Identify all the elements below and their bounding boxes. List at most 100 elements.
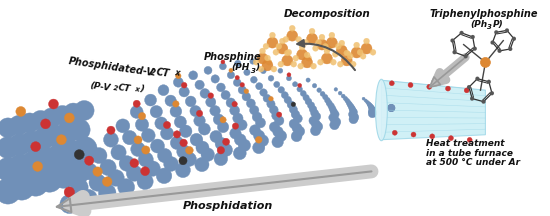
Circle shape — [250, 105, 259, 115]
Circle shape — [126, 165, 142, 181]
Circle shape — [230, 128, 241, 139]
Text: Phosphidation: Phosphidation — [183, 201, 273, 211]
Text: P): P) — [492, 20, 503, 29]
Circle shape — [388, 105, 394, 111]
Circle shape — [291, 61, 296, 67]
Circle shape — [133, 100, 140, 107]
Circle shape — [175, 73, 181, 79]
Circle shape — [229, 68, 233, 72]
Circle shape — [481, 57, 491, 67]
Circle shape — [98, 184, 116, 202]
Circle shape — [214, 152, 228, 166]
Text: 3: 3 — [487, 24, 492, 30]
Circle shape — [240, 83, 244, 87]
Circle shape — [23, 170, 48, 196]
Circle shape — [235, 76, 239, 80]
Circle shape — [210, 130, 222, 143]
Circle shape — [276, 43, 282, 49]
Circle shape — [254, 130, 265, 141]
Circle shape — [339, 40, 345, 46]
Circle shape — [446, 86, 450, 91]
Circle shape — [505, 29, 509, 32]
Circle shape — [170, 136, 184, 149]
Circle shape — [60, 140, 84, 164]
Circle shape — [204, 66, 212, 74]
Circle shape — [57, 122, 78, 144]
Circle shape — [238, 139, 251, 151]
Circle shape — [220, 117, 226, 123]
Circle shape — [258, 66, 264, 72]
Text: (P-V: (P-V — [89, 81, 111, 93]
Circle shape — [266, 59, 272, 65]
Circle shape — [427, 84, 432, 89]
Circle shape — [336, 43, 342, 49]
Circle shape — [296, 49, 307, 60]
Text: CT: CT — [156, 67, 170, 79]
Circle shape — [145, 161, 161, 176]
Circle shape — [9, 115, 29, 135]
Circle shape — [332, 118, 341, 127]
Circle shape — [47, 144, 72, 167]
Circle shape — [139, 152, 153, 167]
Circle shape — [283, 37, 289, 42]
Circle shape — [208, 93, 213, 98]
Circle shape — [351, 47, 362, 58]
Circle shape — [81, 163, 97, 180]
Circle shape — [388, 104, 395, 112]
Circle shape — [291, 102, 295, 106]
Circle shape — [347, 102, 353, 108]
Circle shape — [151, 139, 164, 153]
Circle shape — [57, 135, 67, 145]
Circle shape — [21, 131, 42, 152]
Circle shape — [328, 103, 334, 109]
Circle shape — [306, 33, 317, 44]
Circle shape — [332, 51, 338, 57]
Text: Triphenylphosphine: Triphenylphosphine — [429, 9, 538, 19]
Circle shape — [345, 51, 351, 57]
Circle shape — [270, 105, 278, 114]
Circle shape — [199, 123, 210, 135]
Circle shape — [361, 43, 372, 54]
Circle shape — [389, 106, 393, 110]
Circle shape — [250, 125, 260, 136]
Circle shape — [326, 37, 337, 48]
Circle shape — [20, 113, 40, 133]
Circle shape — [512, 37, 516, 41]
Circle shape — [135, 118, 149, 131]
Circle shape — [234, 134, 246, 146]
Circle shape — [323, 94, 328, 100]
Circle shape — [411, 132, 416, 137]
Circle shape — [348, 104, 354, 110]
Circle shape — [286, 49, 292, 55]
Text: ): ) — [139, 84, 144, 93]
Circle shape — [296, 37, 301, 42]
Circle shape — [370, 49, 376, 55]
Circle shape — [316, 39, 321, 45]
Circle shape — [91, 148, 107, 164]
Circle shape — [200, 89, 210, 98]
Circle shape — [183, 152, 196, 166]
Circle shape — [223, 138, 229, 145]
Circle shape — [330, 108, 338, 116]
Circle shape — [482, 100, 486, 104]
Circle shape — [256, 83, 263, 90]
Circle shape — [324, 97, 331, 103]
Circle shape — [9, 174, 35, 200]
Circle shape — [64, 159, 90, 184]
Circle shape — [119, 156, 135, 171]
Circle shape — [141, 129, 155, 142]
Circle shape — [498, 49, 502, 53]
Circle shape — [368, 110, 376, 118]
Circle shape — [89, 174, 106, 191]
Circle shape — [364, 99, 367, 102]
Circle shape — [272, 111, 281, 120]
Circle shape — [350, 107, 356, 114]
Text: x: x — [134, 86, 139, 93]
Text: 2: 2 — [113, 86, 119, 92]
Circle shape — [329, 32, 335, 38]
Circle shape — [494, 30, 498, 34]
Circle shape — [73, 137, 97, 160]
Circle shape — [270, 32, 276, 38]
Circle shape — [491, 41, 494, 44]
Circle shape — [141, 167, 150, 176]
